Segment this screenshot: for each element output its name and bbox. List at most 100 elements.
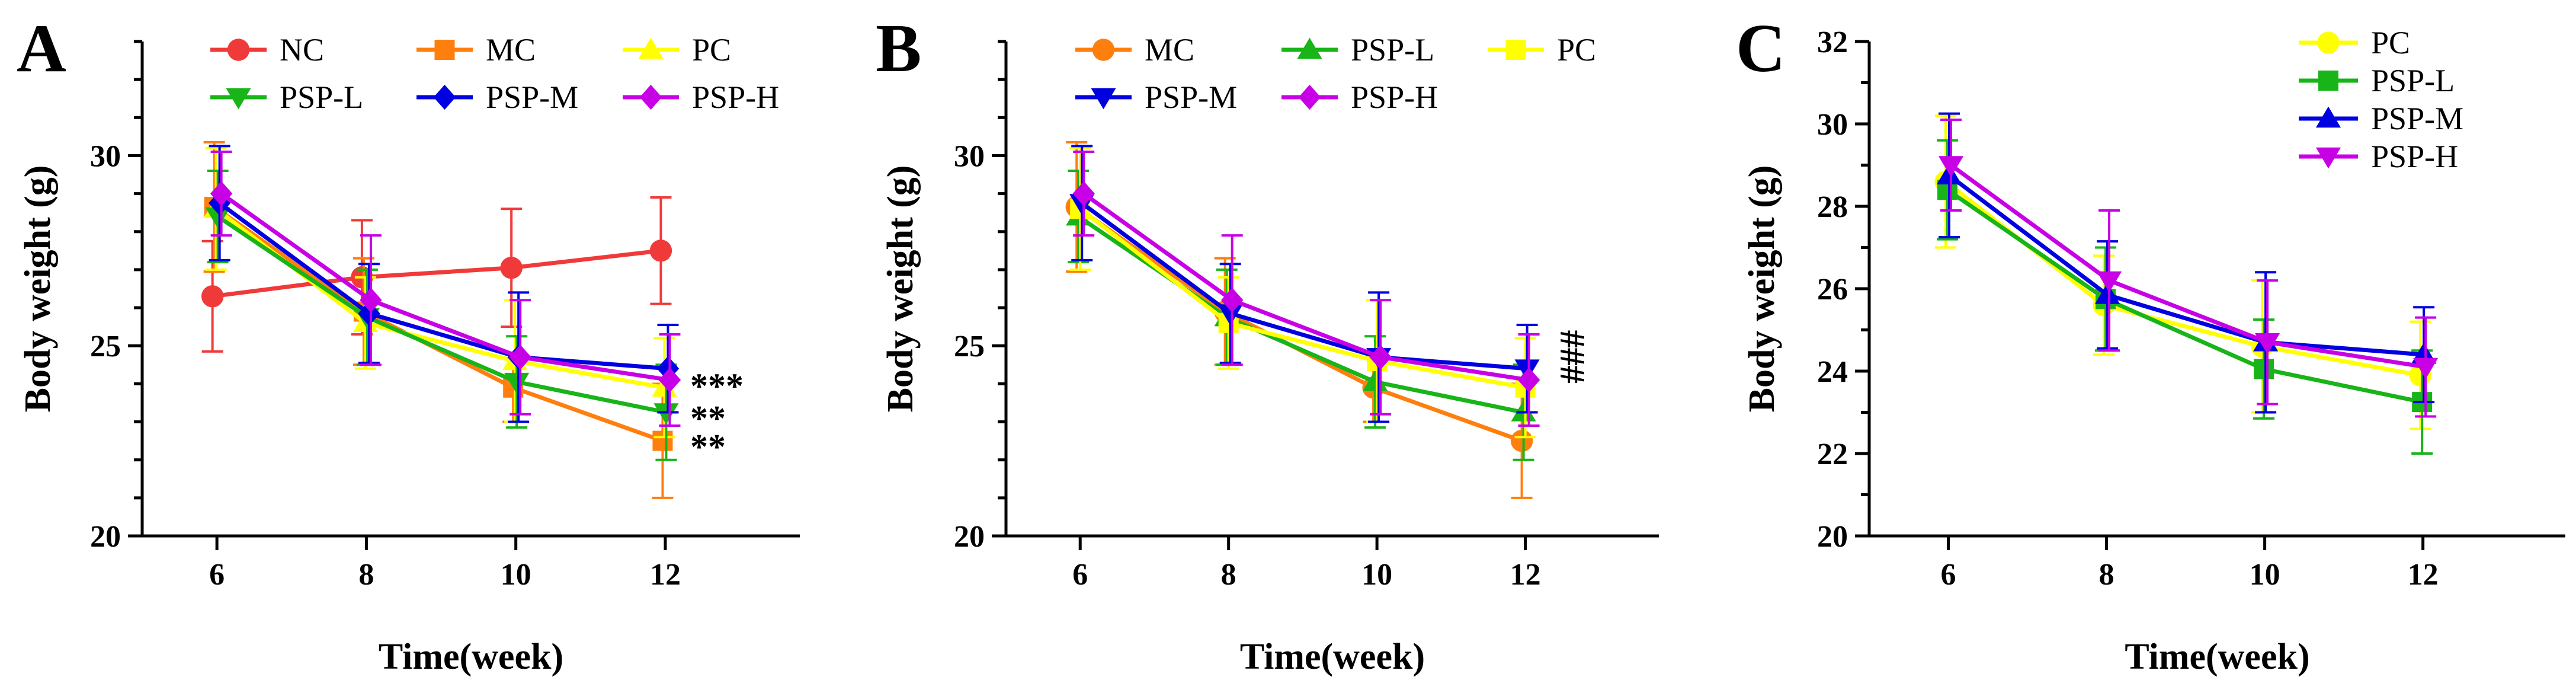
panel-c-data-point — [2096, 271, 2122, 293]
panel-b-series-mc — [1065, 141, 1533, 499]
panel-a-legend-label: MC — [486, 32, 536, 68]
panel-c-y-tick-label: 20 — [1817, 520, 1848, 554]
panel-c-data-point — [2255, 333, 2280, 355]
panel-c-x-axis-title: Time(week) — [2125, 637, 2309, 677]
panel-c-series-psp-h — [1938, 119, 2439, 418]
panel-b-series-line — [1081, 201, 1527, 371]
panel-c-series-pc — [1934, 114, 2431, 430]
panel-b-x-tick-label: 12 — [1510, 558, 1541, 592]
panel-a-series-pc — [203, 146, 677, 439]
panel-b-legend-marker — [1505, 40, 1526, 60]
panel-a-x-tick-label: 6 — [209, 558, 225, 592]
panel-c-series-psp-l — [1937, 139, 2433, 455]
panel-b-x-tick-label: 8 — [1221, 558, 1236, 592]
panel-a-data-point — [360, 288, 382, 313]
panel-b-series-psp-m — [1069, 145, 1540, 423]
panel-a-y-tick-label: 20 — [90, 520, 121, 554]
panel-b-data-point — [1220, 288, 1244, 313]
panel-c-series-line — [1947, 174, 2424, 357]
panel-a-series-line — [220, 191, 670, 382]
panel-b-legend-label: MC — [1145, 32, 1194, 68]
panel-a-x-axis-title: Time(week) — [379, 637, 563, 677]
panel-c-legend-label: PSP-L — [2371, 63, 2455, 98]
panel-c-y-tick-label: 28 — [1817, 190, 1848, 224]
panel-b-x-axis-title: Time(week) — [1240, 637, 1425, 677]
panel-b-series-line — [1079, 207, 1526, 390]
panel-b-legend-label: PSP-L — [1351, 32, 1434, 68]
panel-c-y-tick-label: 32 — [1817, 25, 1848, 59]
panel-a-series-line — [212, 248, 661, 299]
panel-a-data-point — [658, 367, 681, 393]
panel-b-x-tick-label: 10 — [1361, 558, 1392, 592]
panel-a-data-point — [210, 181, 233, 206]
panel-a-legend-marker — [226, 88, 251, 110]
panel-a-x-tick-label: 10 — [501, 558, 531, 592]
panel-b-y-tick-label: 20 — [954, 520, 985, 554]
panel-c-data-point — [2254, 359, 2274, 379]
panel-b-legend-label: PC — [1557, 32, 1596, 68]
panel-a-data-point — [649, 240, 672, 262]
panel-a-data-point — [201, 285, 224, 308]
panel-c-legend-marker — [2315, 106, 2341, 128]
panel-a-x-tick-label: 8 — [358, 558, 374, 592]
panel-b-data-point — [1217, 304, 1243, 326]
panel-c-y-tick-label: 24 — [1817, 355, 1848, 389]
panel-a-legend-marker — [638, 37, 664, 59]
panel-c-y-axis-title: Body weight (g) — [1742, 165, 1782, 413]
panel-b-data-point — [1517, 367, 1540, 393]
panel-c-data-point — [2094, 283, 2120, 304]
panel-a-series-line — [218, 201, 668, 371]
panel-a-data-point — [653, 403, 679, 424]
panel-a-data-point — [652, 430, 673, 451]
panel-b-legend-label: PSP-M — [1145, 79, 1237, 115]
panel-a-significance-label: *** — [690, 366, 744, 406]
panel-a-significance-label: ** — [690, 427, 726, 467]
panel-b-series-psp-h — [1072, 151, 1540, 427]
panel-b-y-tick-label: 30 — [954, 139, 985, 173]
panel-c-x-tick-label: 12 — [2408, 558, 2439, 592]
panel-b-series-line — [1082, 191, 1530, 382]
panel-c-series-psp-m — [1936, 112, 2437, 414]
panel-c-x-tick-label: 6 — [1941, 558, 1956, 592]
panel-b: B 20 25 30 6 8 10 12 Time(week) Body weight (g) ##… — [876, 11, 1659, 677]
panel-c-legend-marker — [2318, 71, 2338, 91]
panel-a-data-point — [500, 257, 523, 279]
panel-a: A 20 25 30 6 8 10 12 Time(week) Body weight (g) **… — [17, 11, 800, 677]
panel-a-legend-marker — [227, 39, 250, 61]
panel-b-significance-label: ### — [1553, 330, 1593, 384]
panel-a-y-tick-label: 30 — [90, 139, 121, 173]
panel-a-significance-label: ** — [690, 399, 726, 438]
panel-c-legend-label: PSP-M — [2371, 101, 2463, 136]
panel-a-legend-label: NC — [280, 32, 324, 68]
panel-b-legend-marker — [1297, 37, 1322, 59]
panel-a-series-nc — [201, 196, 672, 353]
panel-a-series-psp-h — [210, 151, 681, 427]
panel-c-data-point — [1938, 156, 1964, 177]
panel-c-legend-marker — [2315, 147, 2341, 169]
panel-a-series-psp-m — [208, 145, 680, 423]
panel-b-series-line — [1077, 215, 1524, 414]
panel-c-x-tick-label: 8 — [2099, 558, 2114, 592]
panel-a-x-tick-label: 12 — [650, 558, 681, 592]
panel-c-y-tick-label: 26 — [1817, 273, 1848, 307]
panel-c-legend-label: PC — [2371, 25, 2410, 60]
panel-a-legend-marker — [434, 40, 455, 60]
panel-a-legend-label: PSP-H — [692, 79, 779, 115]
panel-b-legend-label: PSP-H — [1351, 79, 1438, 115]
panel-a-series-mc — [203, 141, 674, 499]
panel-a-legend-marker — [433, 84, 456, 110]
panel-b-legend: MC PSP-L PC PSP-M PSP-H — [1075, 32, 1596, 115]
panel-c-legend-marker — [2317, 31, 2340, 54]
panel-b-legend-marker — [1298, 84, 1321, 110]
panel-b-letter: B — [876, 11, 921, 87]
panel-b-x-tick-label: 6 — [1072, 558, 1088, 592]
panel-b-y-axis-title: Body weight (g) — [880, 165, 921, 413]
panel-a-legend-label: PC — [692, 32, 731, 68]
panel-a-data-point — [504, 372, 530, 394]
panel-a-series-psp-l — [205, 170, 679, 461]
panel-a-legend-label: PSP-M — [486, 79, 578, 115]
panel-a-letter: A — [17, 11, 66, 87]
panel-a-legend: NC MC PC PSP-L PSP-M PSP-H — [210, 32, 779, 115]
